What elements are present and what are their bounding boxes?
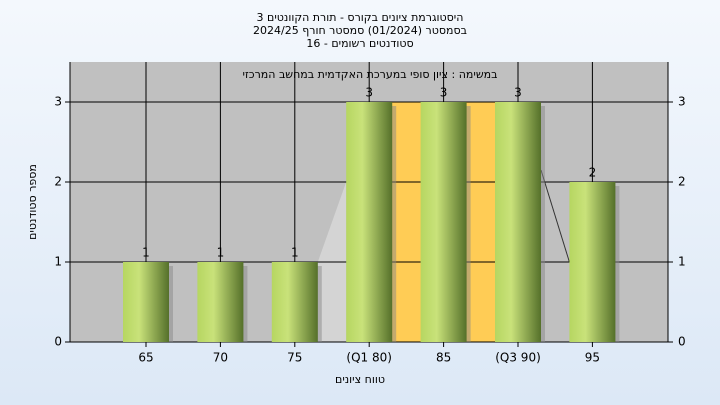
chart-title: סטודנטים רשומים - 16	[306, 37, 413, 50]
x-tick-label: 70	[213, 351, 228, 365]
y2-tick-label: 0	[678, 335, 686, 349]
data-label: 1	[217, 246, 225, 260]
y-tick-label: 3	[54, 95, 62, 109]
data-label: 2	[589, 166, 597, 180]
y2-tick-label: 1	[678, 255, 686, 269]
bar	[197, 262, 244, 342]
data-label: 1	[142, 246, 150, 260]
x-tick-label: 85	[436, 351, 451, 365]
y2-tick-label: 3	[678, 95, 686, 109]
x-tick-label: 95	[585, 351, 600, 365]
trend-line	[540, 169, 570, 263]
data-label: 3	[440, 86, 448, 100]
y-tick-label: 2	[54, 175, 62, 189]
data-label: 3	[365, 86, 373, 100]
bar	[495, 102, 541, 342]
y-tick-label: 0	[54, 335, 62, 349]
y-tick-label: 1	[54, 255, 62, 269]
x-tick-label: (Q1 80)	[346, 351, 392, 365]
data-label: 3	[514, 86, 522, 100]
bar	[123, 262, 169, 342]
x-axis-label: טווח ציונים	[335, 373, 385, 386]
bar	[569, 182, 616, 342]
bar	[346, 102, 393, 342]
data-label: 1	[291, 246, 299, 260]
bar	[420, 102, 467, 342]
chart-title: היסטוגרמת ציונים בקורס - תורת הקוונטים 3	[257, 11, 464, 24]
y2-tick-label: 2	[678, 175, 686, 189]
x-tick-label: (Q3 90)	[495, 351, 541, 365]
x-tick-label: 65	[138, 351, 153, 365]
bar	[271, 262, 318, 342]
y-axis-label: מספר סטודנטים	[26, 164, 39, 240]
chart-subtitle: במשימה : ציון סופי במערכת האקדמית במחשב …	[243, 68, 498, 81]
x-tick-label: 75	[287, 351, 302, 365]
chart-title: בסמסטר (01/2024) סמסטר חורף 2024/25	[253, 24, 467, 37]
